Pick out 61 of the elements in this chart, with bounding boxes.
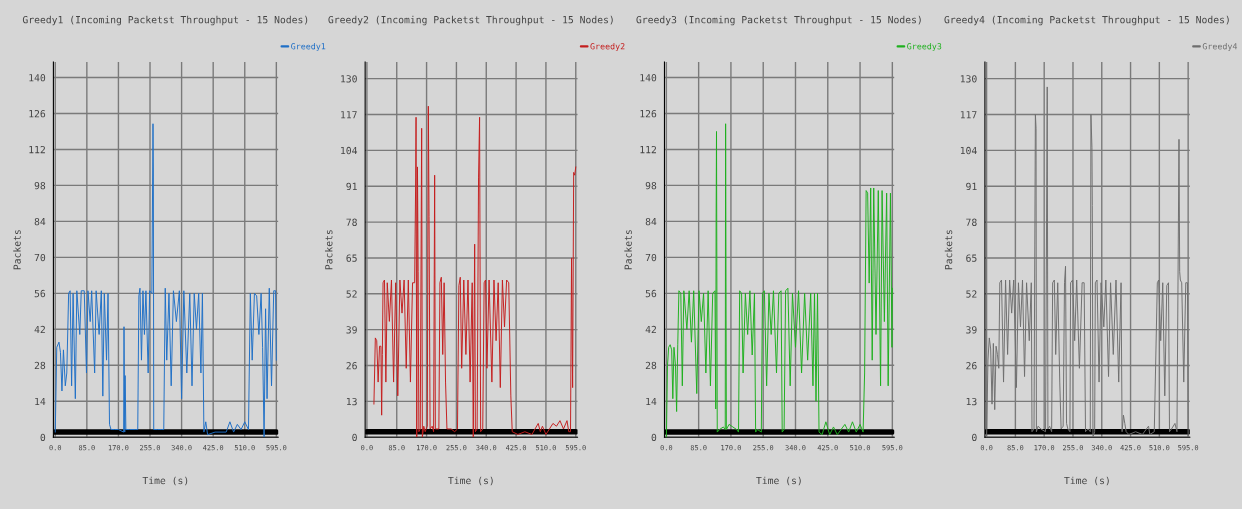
y-tick-label: 91 [346, 182, 357, 191]
y-tick-label: 28 [34, 361, 46, 370]
chart-title: Greedy3 (Incoming Packetst Throughput - 15 Nodes) [636, 15, 921, 26]
y-tick-label: 14 [646, 397, 657, 405]
y-tick-label: 98 [34, 181, 46, 190]
y-tick-label: 39 [346, 326, 357, 334]
y-tick-label: 91 [966, 182, 977, 191]
y-tick-label: 140 [640, 74, 657, 82]
y-tick-label: 42 [34, 325, 45, 334]
x-axis-title: Time (s) [756, 476, 801, 486]
y-tick-label: 13 [346, 397, 357, 406]
y-axis-title: Packets [944, 230, 953, 270]
y-tick-label: 56 [34, 289, 46, 298]
legend-label: Greedy2 [590, 42, 625, 52]
y-tick-label: 98 [645, 181, 657, 190]
legend-label: Greedy4 [1202, 42, 1238, 52]
y-tick-label: 28 [645, 361, 657, 370]
y-tick-label: 126 [29, 109, 46, 118]
y-tick-label: 117 [960, 111, 977, 119]
y-tick-label: 13 [966, 397, 977, 406]
chart-title: Greedy4 (Incoming Packetst Throughput - 15 Nodes) [944, 15, 1229, 26]
chart-title: Greedy2 (Incoming Packetst Throughput - 15 Nodes) [328, 15, 613, 26]
y-tick-label: 104 [341, 146, 358, 155]
y-tick-label: 42 [645, 325, 656, 334]
y-tick-label: 0 [352, 433, 357, 442]
legend-label: Greedy1 [291, 42, 326, 52]
y-tick-label: 52 [966, 290, 977, 298]
y-tick-label: 130 [960, 75, 977, 83]
y-tick-label: 126 [640, 109, 657, 118]
y-tick-label: 26 [346, 362, 357, 370]
y-tick-label: 0 [40, 433, 46, 442]
x-axis-title: Time (s) [142, 476, 188, 486]
x-axis-title: Time (s) [448, 476, 493, 486]
y-axis-title: Packets [324, 230, 333, 270]
y-tick-label: 84 [34, 217, 46, 226]
line-series [373, 105, 577, 438]
y-tick-label: 56 [645, 289, 657, 298]
y-tick-label: 26 [966, 362, 977, 370]
y-tick-label: 104 [960, 146, 977, 155]
y-tick-label: 70 [34, 253, 46, 262]
y-tick-label: 65 [346, 254, 357, 262]
y-tick-label: 0 [972, 433, 977, 442]
y-tick-label: 0 [651, 433, 657, 442]
y-tick-label: 117 [341, 111, 357, 119]
y-tick-label: 130 [341, 75, 357, 83]
y-tick-label: 78 [346, 218, 357, 226]
y-axis-title: Packets [13, 230, 21, 270]
y-tick-label: 84 [645, 217, 657, 226]
y-tick-label: 78 [966, 218, 977, 226]
y-axis-title: Packets [624, 230, 632, 270]
chart-title: Greedy1 (Incoming Packetst Throughput - 15 Nodes) [22, 15, 308, 26]
y-tick-label: 39 [966, 326, 977, 334]
y-tick-label: 52 [346, 290, 357, 298]
legend-label: Greedy3 [907, 42, 942, 52]
y-tick-label: 112 [640, 145, 657, 154]
y-tick-label: 112 [29, 145, 45, 154]
y-tick-label: 65 [966, 254, 977, 262]
x-axis-title: Time (s) [1064, 476, 1109, 486]
y-tick-label: 14 [35, 397, 46, 405]
y-tick-label: 140 [29, 74, 46, 82]
y-tick-label: 70 [645, 253, 657, 262]
